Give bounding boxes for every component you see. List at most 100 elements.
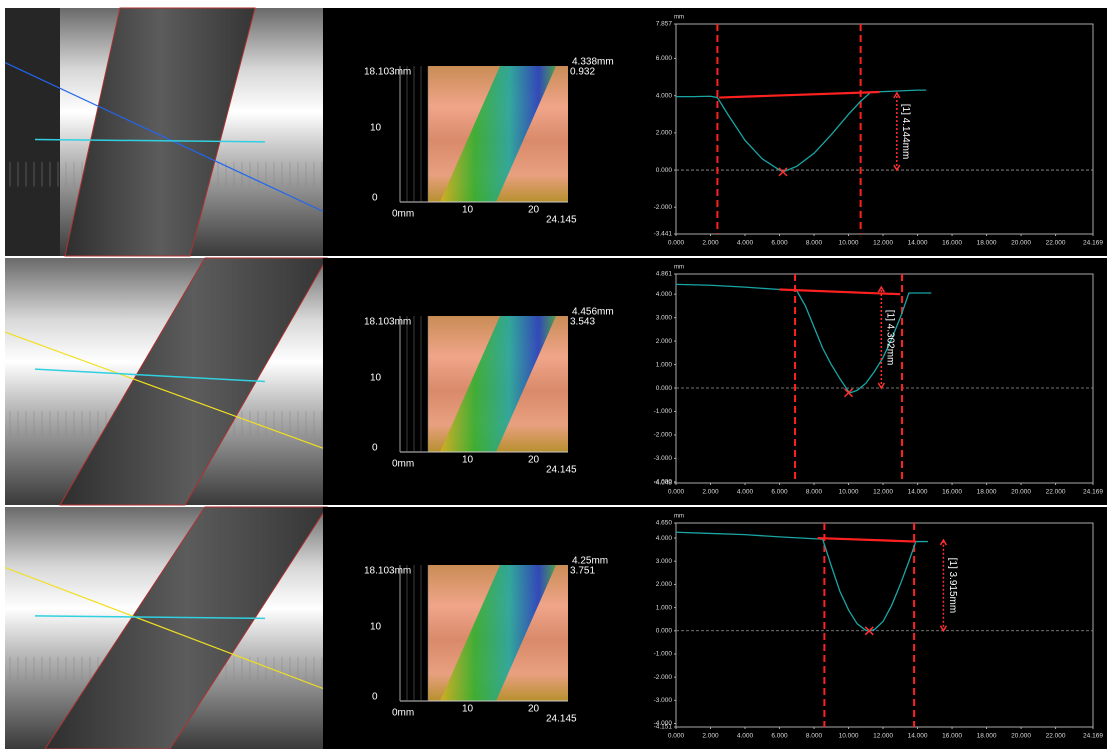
y-tick-label: 4.000 [656,92,673,99]
surface-groove [440,565,556,701]
x-tick-label: 6.000 [771,240,788,247]
surface-height-label: 18.103mm [364,317,411,328]
y-tick-label: -3.441 [654,231,673,238]
x-tick-label: 18.000 [977,733,997,740]
surface-y-tick: 10 [370,373,382,384]
fit-line [817,536,916,543]
y-tick-label: 6.000 [656,55,673,62]
x-tick-label: 14.000 [908,733,928,740]
plot-frame [675,273,1094,484]
x-tick-label: 0.000 [668,489,685,496]
chart-background [640,258,1107,505]
x-tick-label: 2.000 [702,489,719,496]
surface-x-origin: 0mm [392,708,414,719]
y-tick-label: -2.000 [654,674,673,681]
surface-groove [440,66,556,202]
y-tick-label: 3.000 [656,558,673,565]
x-tick-label: 6.000 [771,733,788,740]
surface-max-label: 4.25mm [572,556,608,567]
surface-height-label: 18.103mm [364,566,411,577]
minimum-marker [844,388,854,398]
x-tick-label: 24.169 [1083,733,1103,740]
surface-y-tick: 0 [372,443,378,454]
photo-scan-line [4,62,324,212]
y-tick-label: -3.000 [654,697,673,704]
surface-groove [440,316,556,452]
surface-max-label: 4.456mm [572,307,614,318]
y-axis-unit: mm [674,15,684,21]
x-tick-label: 8.000 [806,733,823,740]
y-tick-label: 0.000 [656,167,673,174]
plot-frame [675,23,1094,235]
arrow-head [939,538,948,633]
profile-line [676,89,927,173]
measure-label: [1] 4.302mm [885,310,896,366]
surface-x-tick: 10 [462,205,474,216]
y-tick-label: 7.857 [656,21,673,28]
x-tick-label: 2.000 [702,240,719,247]
y-tick-label: 2.000 [656,581,673,588]
surface-x-tick: 20 [528,205,540,216]
profile-line [675,531,928,632]
y-tick-label: -2.000 [654,432,673,439]
x-tick-label: 14.000 [908,489,928,496]
y-tick-label: -4.151 [654,724,673,731]
arrow-head [893,91,901,172]
surface-min-label: 3.543 [570,317,595,328]
x-tick-label: 4.000 [737,733,754,740]
minimum-marker [778,167,788,177]
y-axis-unit: mm [674,265,684,271]
y-tick-label: -4.000 [654,720,673,727]
x-tick-label: 8.000 [806,489,823,496]
measure-label: [1] 3.915mm [947,558,958,614]
surface-x-origin: 0mm [392,459,414,470]
x-tick-label: 22.000 [1046,733,1066,740]
surface-x-tick: 20 [528,704,540,715]
x-tick-label: 14.000 [908,240,928,247]
y-tick-label: 4.000 [656,535,673,542]
x-tick-label: 18.000 [977,240,997,247]
x-tick-label: 22.000 [1046,240,1066,247]
y-tick-label: -1.000 [654,408,673,415]
x-tick-label: 24.169 [1083,240,1103,247]
x-tick-label: 10.000 [839,489,859,496]
photo-measure-arrow [34,368,266,383]
surface-x-tick: 20 [528,455,540,466]
y-tick-label: -4.000 [654,479,673,486]
surface-y-tick: 0 [372,692,378,703]
x-tick-label: 16.000 [942,733,962,740]
x-tick-label: 18.000 [977,489,997,496]
x-tick-label: 20.000 [1011,489,1031,496]
photo-shadow [5,8,60,256]
photo-scan-line [4,566,324,690]
y-tick-label: 2.000 [656,338,673,345]
surface-height-label: 18.103mm [364,67,411,78]
surface-max-label: 4.338mm [572,57,614,68]
surface-y-tick: 10 [370,622,382,633]
plot-frame [675,522,1094,728]
x-tick-label: 12.000 [873,240,893,247]
y-tick-label: -1.000 [654,651,673,658]
x-tick-label: 22.000 [1046,489,1066,496]
arrow-head [877,285,885,390]
y-tick-label: -4.048 [654,480,673,487]
surface-min-label: 0.932 [570,67,595,78]
photo-rod [59,257,328,506]
y-tick-label: -2.000 [654,204,673,211]
x-tick-label: 0.000 [668,240,685,247]
y-tick-label: 4.000 [656,291,673,298]
x-tick-label: 6.000 [771,489,788,496]
y-tick-label: 0.000 [656,385,673,392]
photo-rod [64,7,256,257]
surface-x-tick: 10 [462,455,474,466]
x-tick-label: 10.000 [839,240,859,247]
x-tick-label: 8.000 [806,240,823,247]
x-tick-label: 10.000 [839,733,859,740]
y-tick-label: 4.650 [656,520,673,527]
surface-x-end: 24.145 [546,215,577,226]
photo-measure-arrow [34,138,266,143]
fit-line [719,90,880,99]
surface-x-tick: 10 [462,704,474,715]
